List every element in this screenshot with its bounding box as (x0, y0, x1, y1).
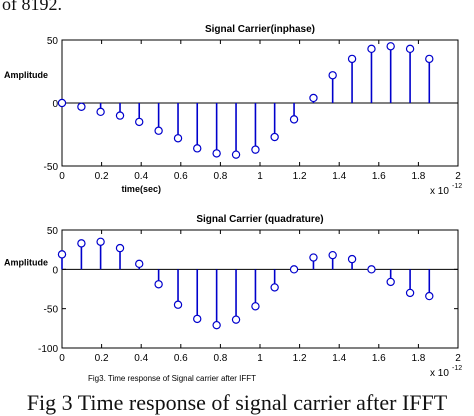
stem-marker (309, 253, 318, 262)
stem-marker (231, 150, 241, 159)
stem-marker (231, 315, 241, 324)
stem-marker (347, 54, 357, 64)
stem-marker (405, 44, 415, 54)
x-tick-label: 1.2 (293, 171, 307, 182)
stem-marker (425, 291, 434, 301)
x-tick-label: 1.4 (332, 353, 346, 364)
x-tick-label: 2 (455, 353, 461, 364)
x-tick-label: 0.4 (134, 353, 148, 364)
y-axis-label: Amplitude (4, 257, 48, 267)
chart-footnote: Fig3. Time response of Signal carrier af… (88, 374, 256, 383)
y-tick-label: 50 (47, 226, 59, 237)
stem-marker (251, 145, 260, 154)
stem-marker (270, 132, 279, 142)
x-tick-label: 1 (257, 171, 263, 182)
y-tick-label: 50 (47, 36, 59, 47)
stem-marker (386, 277, 395, 287)
stem-marker (425, 54, 434, 64)
x-multiplier-exponent: -12 (452, 365, 462, 372)
stem-marker (289, 265, 299, 274)
chart-title: Signal Carrier(inphase) (205, 24, 315, 35)
y-tick-label: -50 (44, 305, 59, 316)
x-tick-label: 1.2 (293, 353, 307, 364)
figure-caption: Fig 3 Time response of signal carrier af… (26, 390, 448, 415)
stem-marker (367, 265, 376, 274)
stem-marker (154, 126, 163, 135)
x-tick-label: 0.8 (213, 353, 227, 364)
stem-marker (77, 239, 86, 248)
x-tick-label: 0.6 (174, 171, 188, 182)
stem-marker (77, 102, 86, 111)
stem-marker (57, 98, 67, 108)
y-tick-label: -100 (38, 344, 58, 355)
stem-marker (193, 144, 202, 153)
stem-marker (289, 115, 299, 124)
stem-marker (154, 280, 163, 289)
x-tick-label: 0.4 (134, 171, 148, 182)
y-tick-label: 0 (52, 265, 58, 276)
stem-marker (212, 320, 221, 330)
x-multiplier-label: x 10 (430, 368, 449, 379)
stem-marker (405, 288, 415, 298)
stem-marker (57, 250, 67, 259)
stem-marker (115, 111, 125, 120)
stem-marker (193, 314, 202, 324)
x-multiplier-label: x 10 (430, 186, 449, 197)
stem-marker (270, 283, 279, 292)
x-axis-label: time(sec) (121, 184, 161, 194)
stem-marker (367, 44, 376, 54)
y-axis-label: Amplitude (4, 70, 48, 80)
x-tick-label: 1 (257, 353, 263, 364)
x-tick-label: 1.8 (411, 353, 425, 364)
x-tick-label: 1.4 (332, 171, 346, 182)
chart-inphase: 0 0.2 0.4 0.6 0.8 1 1.2 1.4 1.6 1.8 2500-50Signal … (4, 24, 462, 197)
x-tick-label: 2 (455, 171, 461, 182)
stem-marker (386, 42, 395, 51)
stem-marker (251, 302, 260, 311)
stem-marker (115, 243, 125, 253)
stem-marker (135, 117, 144, 127)
stem-marker (347, 254, 357, 264)
x-tick-label: 0.8 (213, 171, 227, 182)
x-tick-label: 1.8 (411, 171, 425, 182)
stem-marker (96, 107, 105, 117)
stem-marker (309, 93, 318, 103)
stem-marker (96, 237, 105, 246)
stem-marker (173, 134, 183, 143)
x-tick-label: 0 (59, 353, 65, 364)
chart-title: Signal Carrier (quadrature) (196, 214, 323, 225)
stem-marker (135, 259, 144, 269)
stem-marker (328, 250, 337, 260)
x-tick-label: 1.6 (372, 171, 386, 182)
x-tick-label: 0.2 (95, 353, 109, 364)
stem-marker (173, 300, 183, 309)
stem-marker (212, 149, 221, 158)
x-tick-label: 0.6 (174, 353, 188, 364)
stem-marker (328, 71, 337, 80)
chart-quadrature: 0 0.2 0.4 0.6 0.8 1 1.2 1.4 1.6 1.8 2 50 0 -50 -100 Sig… (4, 214, 462, 383)
x-tick-label: 1.6 (372, 353, 386, 364)
x-multiplier-exponent: -12 (452, 183, 462, 190)
x-tick-label: 0 (59, 171, 65, 182)
y-tick-label: 0 (52, 99, 58, 110)
y-tick-label: -50 (44, 162, 59, 173)
text-fragment-top: of 8192. (2, 0, 62, 14)
x-tick-label: 0.2 (95, 171, 109, 182)
